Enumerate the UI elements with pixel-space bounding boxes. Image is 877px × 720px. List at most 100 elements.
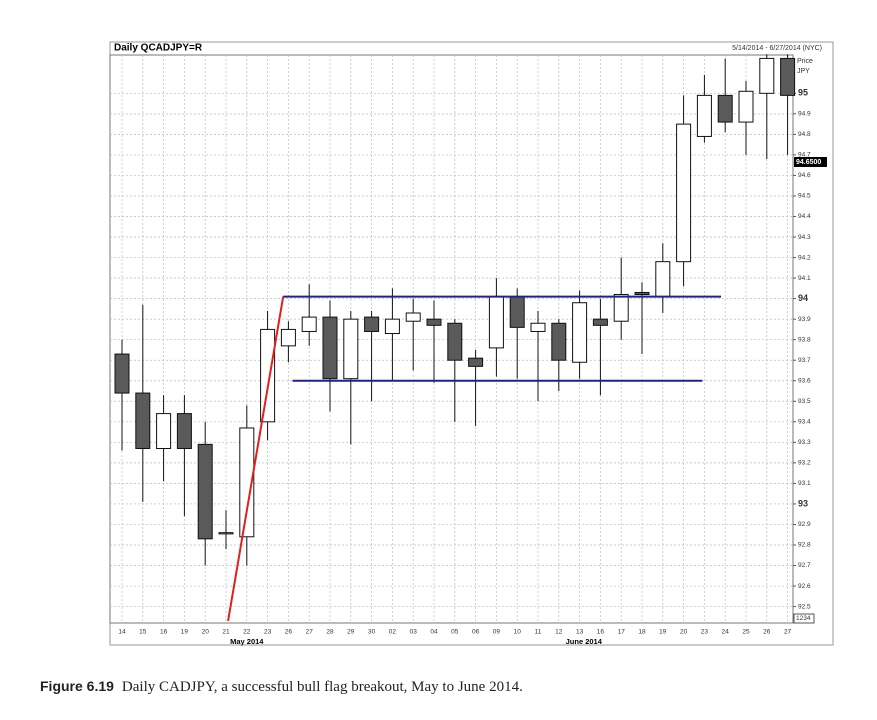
candle-body [634,291,650,296]
x-tick-label: 23 [264,629,272,636]
y-tick-label: 93.8 [798,336,811,343]
y-tick-label: 93.7 [798,357,811,364]
x-tick-label: 14 [118,629,126,636]
candle-body [759,57,775,94]
y-tick-label: 94.7 [798,152,811,159]
candle-body [260,328,276,423]
candle-body [197,443,213,540]
y-tick-label: 93.6 [798,377,811,384]
x-tick-label: 02 [389,629,397,636]
x-tick-label: 24 [722,629,730,636]
candle-body [447,322,463,361]
candle-body [343,318,359,380]
chart-frame [109,41,834,646]
candle-body [592,318,608,326]
candle-body [114,353,130,394]
candle-body [717,94,733,123]
x-tick-label: 27 [784,629,792,636]
y-tick-label: 94.9 [798,111,811,118]
y-tick-label: 93.4 [798,419,811,426]
x-tick-label: 30 [368,629,376,636]
candle-body [696,94,712,137]
x-tick-label: 23 [701,629,709,636]
x-tick-label: 05 [451,629,459,636]
date-range: 5/14/2014 - 6/27/2014 (NYC) [732,45,822,52]
x-tick-label: 22 [243,629,251,636]
y-tick-label: 94 [798,293,808,303]
x-tick-label: 12 [555,629,563,636]
candle-body [218,532,234,535]
x-tick-label: 26 [763,629,771,636]
x-tick-label: 20 [680,629,688,636]
candle-body [468,357,484,367]
y-tick-label: 94.2 [798,254,811,261]
y-tick-label: 93.1 [798,480,811,487]
x-tick-label: 27 [306,629,314,636]
y-tick-label: 93.3 [798,439,811,446]
x-tick-label: 21 [222,629,230,636]
y-tick-label: 93.5 [798,398,811,405]
x-tick-label: 16 [160,629,168,636]
y-tick-label: 94.8 [798,131,811,138]
x-tick-label: 04 [430,629,438,636]
candle-body [280,328,296,347]
candle-body [176,413,192,449]
candle-body [530,322,546,332]
price-box [794,157,827,167]
y-tick-label: 94.5 [798,193,811,200]
chart: Daily QCADJPY=R 5/14/2014 - 6/27/2014 (N… [109,41,834,646]
candle-body [551,322,567,361]
x-tick-label: 03 [410,629,418,636]
y-tick-label: 94.1 [798,275,811,282]
x-tick-label: 09 [493,629,501,636]
y-tick-label: 93.2 [798,460,811,467]
x-tick-label: 16 [597,629,605,636]
y-tick-label: 94.3 [798,234,811,241]
y-tick-label: 94.4 [798,213,811,220]
x-tick-label: 19 [659,629,667,636]
x-tick-label: 25 [742,629,750,636]
month-label: May 2014 [230,637,264,646]
y-tick-label: 95 [798,88,808,98]
caption-text: Daily CADJPY, a successful bull flag bre… [121,679,523,695]
caption: Figure 6.19 Daily CADJPY, a successful bu… [40,678,523,696]
candle-body [426,318,442,326]
plot-area [109,54,794,624]
x-tick-label: 17 [618,629,626,636]
chart-title: Daily QCADJPY=R [114,43,203,54]
candle-body [509,296,525,328]
candle-body [301,316,317,332]
candle-body [322,316,338,380]
x-tick-label: 29 [347,629,355,636]
corner-box [793,613,815,624]
trend-line [227,296,285,622]
candle-body [156,413,172,449]
y-tick-label: 93.9 [798,316,811,323]
candle-body [364,316,380,332]
candle-body [655,261,671,298]
candle-body [384,318,400,335]
candle-body [405,312,421,322]
x-tick-label: 18 [638,629,646,636]
y-tick-label: 92.9 [798,521,811,528]
y-tick-label: 93 [798,498,808,508]
corner-label: 1234 [796,615,811,622]
candle-body [488,296,504,349]
candle-body [613,294,629,322]
x-tick-label: 06 [472,629,480,636]
candle-body [738,90,754,123]
x-tick-label: 26 [285,629,293,636]
y-tick-label: 92.8 [798,542,811,549]
candle-body [135,392,151,449]
axis-unit: JPY [797,68,810,75]
x-tick-label: 15 [139,629,147,636]
month-label: June 2014 [566,637,603,646]
y-tick-label: 92.7 [798,562,811,569]
x-tick-label: 10 [514,629,522,636]
y-tick-label: 92.5 [798,603,811,610]
y-tick-label: 92.6 [798,583,811,590]
x-tick-label: 20 [202,629,210,636]
candle-body [572,302,588,363]
candle-body [780,57,796,96]
